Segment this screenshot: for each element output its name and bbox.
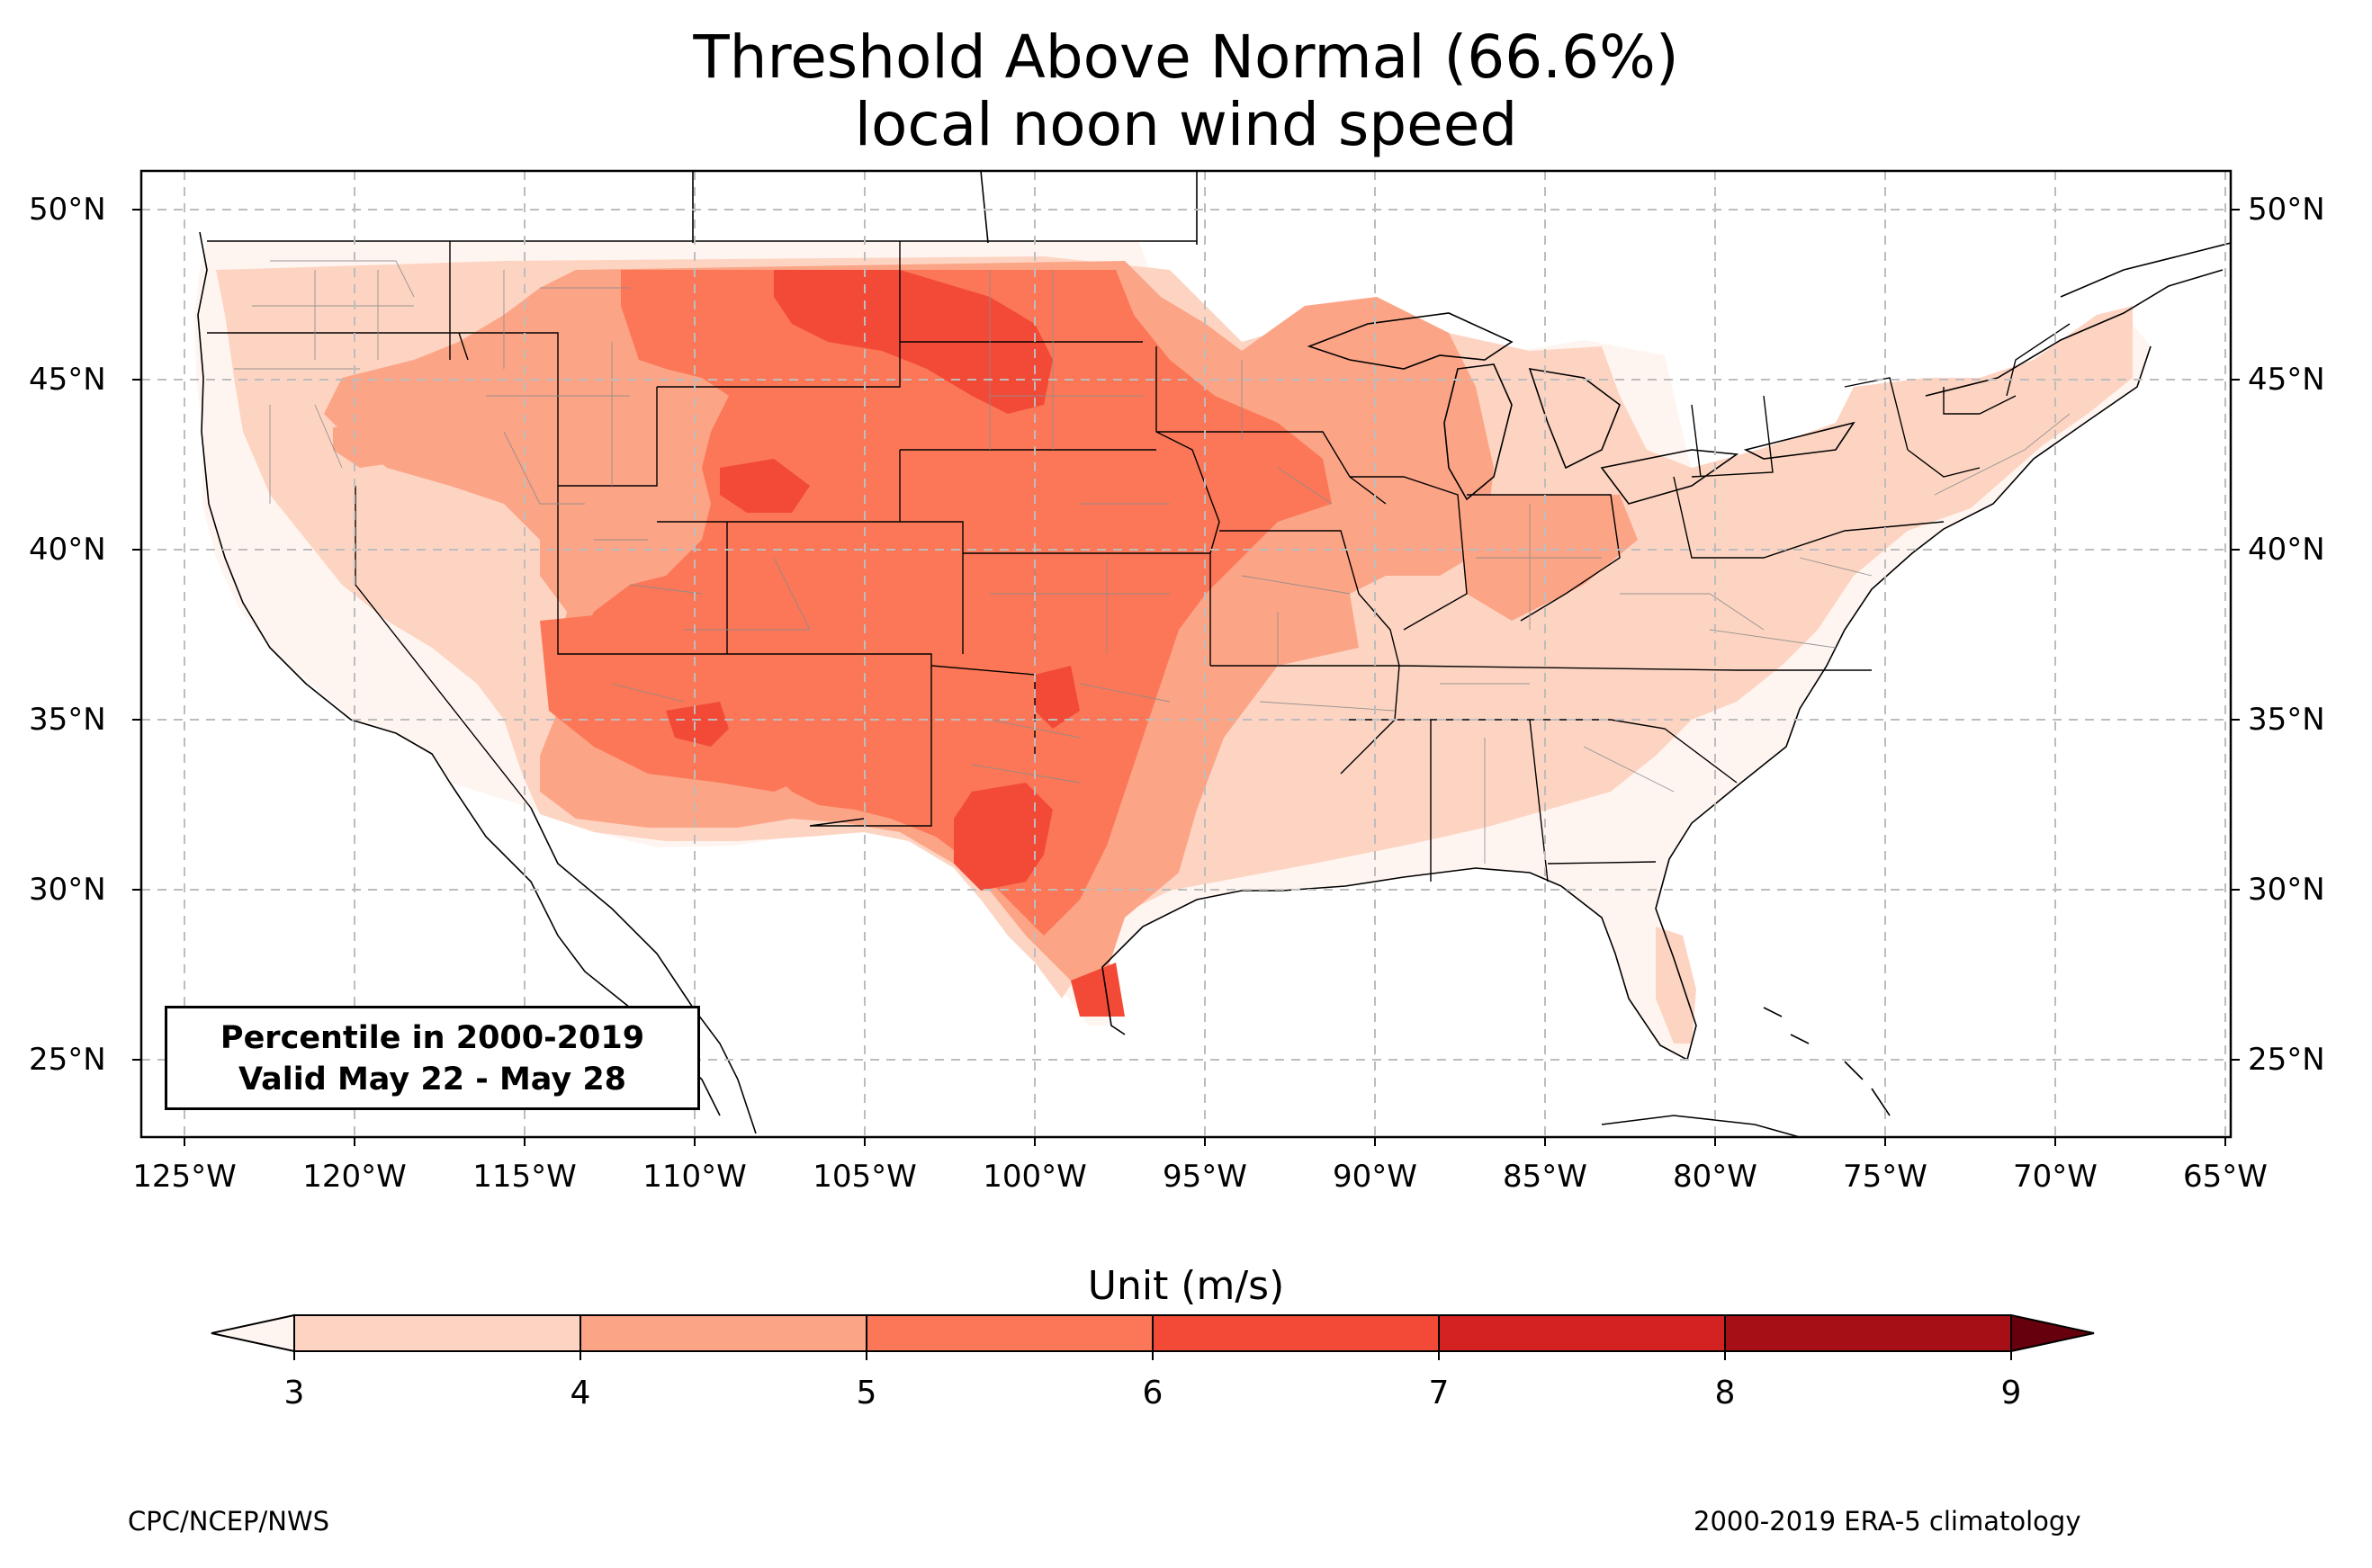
colorbar-swatch-3-4 [293, 1314, 581, 1352]
info-box: Percentile in 2000-2019 Valid May 22 - M… [165, 1006, 700, 1110]
wind-contour-6-7-tx [954, 783, 1053, 891]
coastline-west [197, 231, 451, 784]
wind-contour-6-7-tx-east [1035, 666, 1080, 729]
lon-label: 70°W [2013, 1159, 2098, 1195]
canada-north-lines [692, 171, 1198, 245]
lat-label-right: 50°N [2248, 192, 2325, 228]
lat-label-right: 35°N [2248, 702, 2325, 738]
lon-label: 125°W [132, 1159, 237, 1195]
lon-label: 80°W [1673, 1159, 1757, 1195]
lon-label: 75°W [1843, 1159, 1927, 1195]
colorbar-tick-label: 9 [2000, 1375, 2022, 1411]
canada-east-coast [1925, 242, 2231, 397]
chart-title-line1: Threshold Above Normal (66.6%) [693, 22, 1679, 92]
great-lakes-outline [1307, 312, 1855, 505]
wind-contour-6-7-wy [720, 459, 810, 513]
colorbar-tick-label: 7 [1428, 1375, 1450, 1411]
colorbar-label: Unit (m/s) [1087, 1263, 1285, 1309]
colorbar-tick-label: 8 [1714, 1375, 1736, 1411]
colorbar-swatch-4-5 [580, 1314, 867, 1352]
mexico-mainland-coast [530, 807, 757, 1134]
lat-label-left: 45°N [29, 362, 106, 398]
lon-label: 110°W [642, 1159, 747, 1195]
wind-contour-5-6 [576, 270, 1332, 936]
wind-contour-3-4-florida [1656, 927, 1696, 1044]
map-frame [139, 169, 2233, 1139]
lon-label: 100°W [983, 1159, 1087, 1195]
colorbar-tick-label: 3 [283, 1375, 305, 1411]
lon-label: 65°W [2183, 1159, 2268, 1195]
lon-label: 115°W [472, 1159, 577, 1195]
colorbar-extend-below [211, 1313, 295, 1353]
colorbar-tick-label: 4 [570, 1375, 591, 1411]
lat-label-right: 30°N [2248, 872, 2325, 908]
info-box-line2: Valid May 22 - May 28 [238, 1062, 627, 1098]
colorbar-tick-label: 5 [856, 1375, 877, 1411]
colorbar-tick-label: 6 [1142, 1375, 1164, 1411]
info-box-line1: Percentile in 2000-2019 [220, 1020, 645, 1056]
lon-label: 95°W [1163, 1159, 1247, 1195]
wind-contour-6-7-south-tx [1071, 963, 1125, 1017]
colorbar-swatch-7-8 [1438, 1314, 1726, 1352]
lat-label-left: 25°N [29, 1042, 106, 1078]
colorbar-extend-above [2010, 1313, 2095, 1353]
county-borders [234, 260, 2071, 864]
credit-right: 2000-2019 ERA-5 climatology [1694, 1506, 2081, 1537]
coastline-east [1560, 345, 2152, 1062]
lat-label-left: 35°N [29, 702, 106, 738]
gridline-lat [141, 209, 2231, 1061]
credit-left: CPC/NCEP/NWS [128, 1506, 330, 1537]
wind-contour-6-7-az [666, 702, 729, 747]
lat-label-right: 40°N [2248, 532, 2325, 568]
lat-label-left: 30°N [29, 872, 106, 908]
chart-title-line2: local noon wind speed [854, 90, 1518, 159]
colorbar-swatch-6-7 [1152, 1314, 1440, 1352]
lon-label: 90°W [1333, 1159, 1417, 1195]
colorbar-swatch-8-9 [1724, 1314, 2012, 1352]
wind-contour-5-6-nm-az [540, 612, 837, 792]
colorbar-swatch-5-6 [866, 1314, 1154, 1352]
lat-label-left: 40°N [29, 532, 106, 568]
lat-label-right: 45°N [2248, 362, 2325, 398]
lon-label: 120°W [302, 1159, 407, 1195]
cuba-bahamas-outline [1601, 1007, 1891, 1137]
lon-label: 105°W [813, 1159, 917, 1195]
lat-label-left: 50°N [29, 192, 106, 228]
lat-label-right: 25°N [2248, 1042, 2325, 1078]
lon-label: 85°W [1503, 1159, 1587, 1195]
axis-ticks [132, 209, 2240, 1146]
